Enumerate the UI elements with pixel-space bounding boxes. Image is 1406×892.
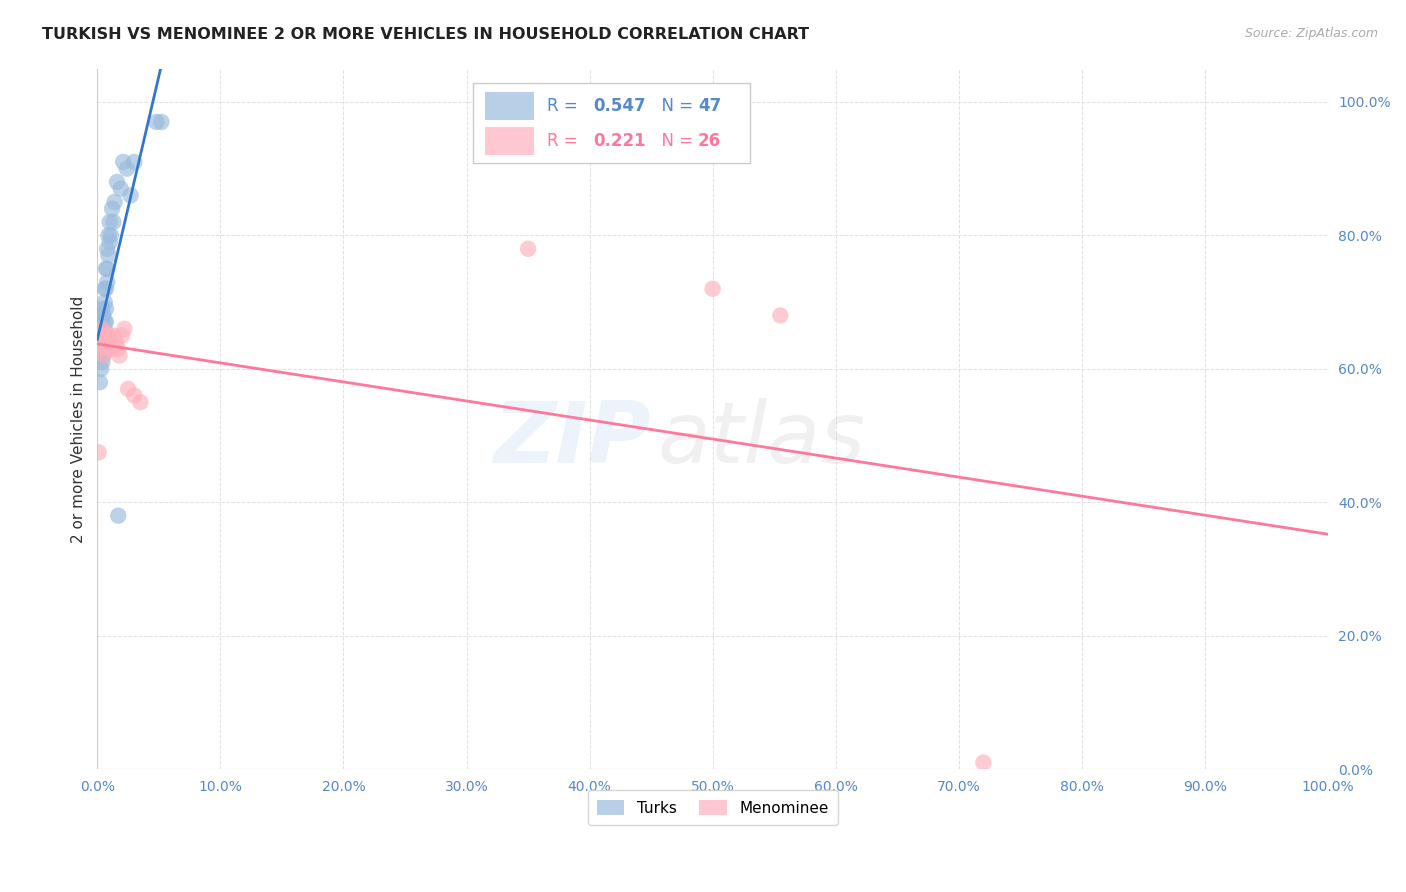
Point	[93, 349, 115, 363]
Point	[93, 335, 115, 350]
Point	[90, 335, 112, 350]
Point	[91, 328, 114, 343]
Point	[93, 349, 115, 363]
Point	[87, 342, 110, 356]
FancyBboxPatch shape	[485, 127, 534, 154]
Point	[103, 215, 125, 229]
Point	[94, 335, 117, 350]
Point	[91, 342, 114, 356]
Point	[93, 335, 115, 350]
Point	[98, 215, 121, 229]
Point	[517, 242, 540, 256]
Text: 26: 26	[697, 132, 721, 150]
Y-axis label: 2 or more Vehicles in Household: 2 or more Vehicles in Household	[72, 295, 86, 542]
Point	[769, 309, 792, 323]
Point	[96, 328, 118, 343]
Point	[145, 115, 167, 129]
Point	[110, 181, 132, 195]
Point	[129, 395, 152, 409]
Text: R =: R =	[547, 96, 582, 115]
Point	[108, 349, 131, 363]
FancyBboxPatch shape	[472, 83, 749, 163]
Point	[112, 322, 135, 336]
Text: 0.221: 0.221	[593, 132, 645, 150]
Point	[93, 335, 115, 350]
Point	[89, 342, 111, 356]
Point	[100, 228, 122, 243]
Point	[702, 282, 724, 296]
Point	[103, 194, 125, 209]
Point	[91, 315, 114, 329]
Text: Source: ZipAtlas.com: Source: ZipAtlas.com	[1244, 27, 1378, 40]
Point	[97, 342, 120, 356]
Point	[93, 342, 115, 356]
Point	[101, 342, 124, 356]
Point	[90, 335, 112, 350]
Point	[91, 301, 114, 316]
Point	[107, 508, 129, 523]
Point	[112, 155, 135, 169]
Point	[98, 328, 121, 343]
Point	[96, 275, 118, 289]
Point	[117, 382, 139, 396]
Text: 47: 47	[697, 96, 721, 115]
Point	[87, 445, 110, 459]
Point	[107, 342, 129, 356]
Point	[93, 309, 115, 323]
Point	[93, 282, 115, 296]
Text: atlas: atlas	[657, 399, 865, 482]
Text: TURKISH VS MENOMINEE 2 OR MORE VEHICLES IN HOUSEHOLD CORRELATION CHART: TURKISH VS MENOMINEE 2 OR MORE VEHICLES …	[42, 27, 810, 42]
Point	[96, 261, 118, 276]
Point	[97, 248, 120, 262]
FancyBboxPatch shape	[485, 92, 534, 120]
Point	[94, 301, 117, 316]
Point	[93, 322, 115, 336]
Point	[93, 328, 115, 343]
Point	[100, 335, 122, 350]
Point	[122, 155, 145, 169]
Text: R =: R =	[547, 132, 582, 150]
Point	[115, 161, 138, 176]
Point	[101, 202, 124, 216]
Point	[90, 322, 112, 336]
Point	[89, 349, 111, 363]
Text: ZIP: ZIP	[494, 399, 651, 482]
Point	[120, 188, 142, 202]
Point	[91, 328, 114, 343]
Point	[89, 375, 111, 389]
Point	[91, 322, 114, 336]
Point	[90, 362, 112, 376]
Text: 0.547: 0.547	[593, 96, 645, 115]
Point	[93, 328, 115, 343]
Point	[96, 242, 118, 256]
Point	[93, 328, 115, 343]
Point	[94, 315, 117, 329]
Point	[104, 335, 127, 350]
Point	[105, 175, 128, 189]
Text: N =: N =	[651, 132, 699, 150]
Point	[91, 355, 114, 369]
Point	[103, 328, 125, 343]
Point	[94, 282, 117, 296]
Point	[97, 228, 120, 243]
Point	[98, 235, 121, 249]
Point	[111, 328, 134, 343]
Point	[150, 115, 173, 129]
Text: N =: N =	[651, 96, 699, 115]
Point	[93, 295, 115, 310]
Point	[94, 261, 117, 276]
Legend: Turks, Menominee: Turks, Menominee	[588, 790, 838, 825]
Point	[93, 315, 115, 329]
Point	[90, 309, 112, 323]
Point	[122, 388, 145, 402]
Point	[972, 756, 994, 770]
